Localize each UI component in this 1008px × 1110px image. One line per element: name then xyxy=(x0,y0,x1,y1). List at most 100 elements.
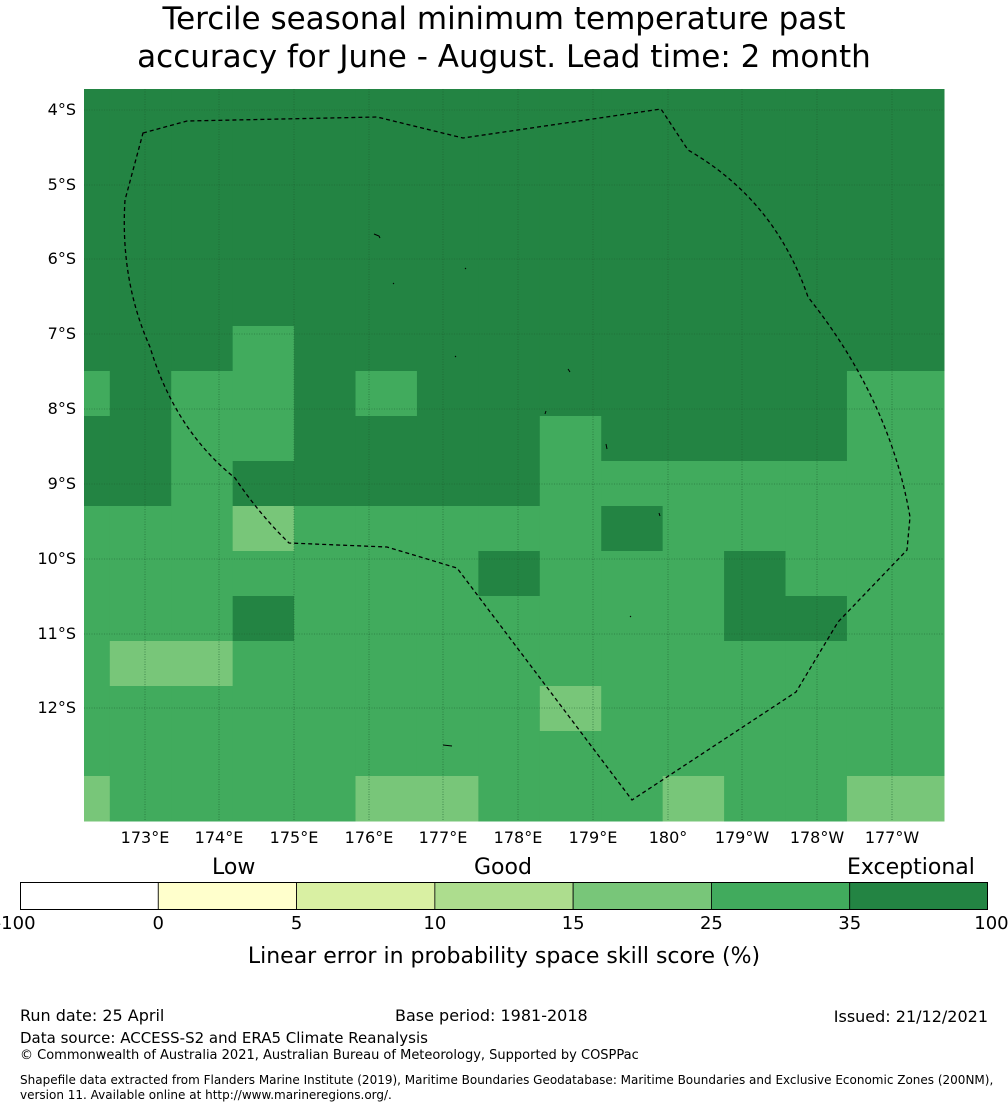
grid-cell xyxy=(171,641,234,687)
grid-cell xyxy=(478,416,541,462)
grid-cell xyxy=(294,191,357,237)
grid-cell xyxy=(539,641,602,687)
grid-cell xyxy=(662,776,725,822)
islands xyxy=(373,233,661,747)
grid-cell xyxy=(478,281,541,327)
map-title: Tercile seasonal minimum temperature pas… xyxy=(0,0,1008,76)
grid-cell xyxy=(846,89,945,102)
grid-cell xyxy=(478,326,541,372)
latitude-label: 6°S xyxy=(47,249,76,268)
grid-cell xyxy=(724,89,787,102)
grid-cell xyxy=(601,101,664,147)
score-cells xyxy=(84,89,945,822)
grid-cell xyxy=(171,731,234,777)
grid-cell xyxy=(724,281,787,327)
grid-cell xyxy=(355,326,418,372)
grid-cell xyxy=(785,281,848,327)
grid-cell xyxy=(846,551,945,597)
grid-cell xyxy=(539,101,602,147)
grid-cell xyxy=(84,146,111,192)
grid-cell xyxy=(294,101,357,147)
grid-cell xyxy=(785,416,848,462)
colorbar-tick-label: -100 xyxy=(0,913,36,934)
colorbar-segment xyxy=(711,882,851,910)
grid-cell xyxy=(109,641,172,687)
grid-cell xyxy=(785,731,848,777)
island xyxy=(544,410,547,415)
grid-cell xyxy=(109,281,172,327)
latitude-label: 9°S xyxy=(47,474,76,493)
grid-cell xyxy=(416,146,479,192)
grid-cell xyxy=(171,101,234,147)
grid-cell xyxy=(724,146,787,192)
grid-cell xyxy=(109,551,172,597)
grid-cell xyxy=(724,416,787,462)
grid-cell xyxy=(232,326,295,372)
grid-cell xyxy=(846,101,945,147)
grid-cell xyxy=(171,686,234,732)
grid-cell xyxy=(539,551,602,597)
grid-cell xyxy=(355,731,418,777)
longitude-label: 173°E xyxy=(120,828,170,847)
grid-cell xyxy=(416,416,479,462)
grid-cell xyxy=(539,236,602,282)
longitude-label: 177°E xyxy=(418,828,468,847)
grid-cell xyxy=(662,596,725,642)
grid-cell xyxy=(662,371,725,417)
grid-cell xyxy=(171,551,234,597)
grid-cell xyxy=(539,416,602,462)
grid-cell xyxy=(355,776,418,822)
grid-cell xyxy=(724,506,787,552)
latitude-label: 4°S xyxy=(47,100,76,119)
grid-cell xyxy=(232,101,295,147)
island xyxy=(658,512,661,517)
island xyxy=(567,368,571,373)
grid-cell xyxy=(232,146,295,192)
colorbar-segment xyxy=(572,882,712,910)
island xyxy=(373,233,381,239)
island xyxy=(464,267,467,270)
island xyxy=(392,282,395,285)
grid-cell xyxy=(171,596,234,642)
grid-cell xyxy=(416,776,479,822)
grid-cell xyxy=(294,281,357,327)
grid-cell xyxy=(785,326,848,372)
grid-cell xyxy=(232,731,295,777)
grid-cell xyxy=(84,596,111,642)
colorbar-segment xyxy=(20,882,159,910)
grid-cell xyxy=(478,551,541,597)
grid-cell xyxy=(601,281,664,327)
grid-cell xyxy=(294,416,357,462)
grid-cell xyxy=(662,641,725,687)
island xyxy=(605,443,608,450)
grid-cell xyxy=(724,326,787,372)
grid-cell xyxy=(109,596,172,642)
grid-cell xyxy=(355,146,418,192)
grid-cell xyxy=(84,551,111,597)
run-date: Run date: 25 April xyxy=(20,1006,165,1025)
grid-cell xyxy=(846,326,945,372)
grid-cell xyxy=(662,281,725,327)
longitude-label: 176°E xyxy=(344,828,394,847)
grid-cell xyxy=(171,506,234,552)
longitude-label: 174°E xyxy=(194,828,244,847)
skill-score-map xyxy=(84,89,945,822)
grid-cell xyxy=(84,416,111,462)
grid-cell xyxy=(662,686,725,732)
grid-cell xyxy=(846,596,945,642)
grid-cell xyxy=(785,551,848,597)
grid-cell xyxy=(84,506,111,552)
grid-cell xyxy=(846,731,945,777)
grid-cell xyxy=(355,101,418,147)
grid-cell xyxy=(171,191,234,237)
grid-cell xyxy=(662,506,725,552)
grid-cell xyxy=(601,551,664,597)
longitude-label: 177°W xyxy=(864,828,920,847)
grid-cell xyxy=(539,191,602,237)
grid-cell xyxy=(785,686,848,732)
grid-cell xyxy=(109,191,172,237)
grid-cell xyxy=(171,371,234,417)
grid-cell xyxy=(846,191,945,237)
grid-cell xyxy=(662,191,725,237)
grid-cell xyxy=(846,641,945,687)
